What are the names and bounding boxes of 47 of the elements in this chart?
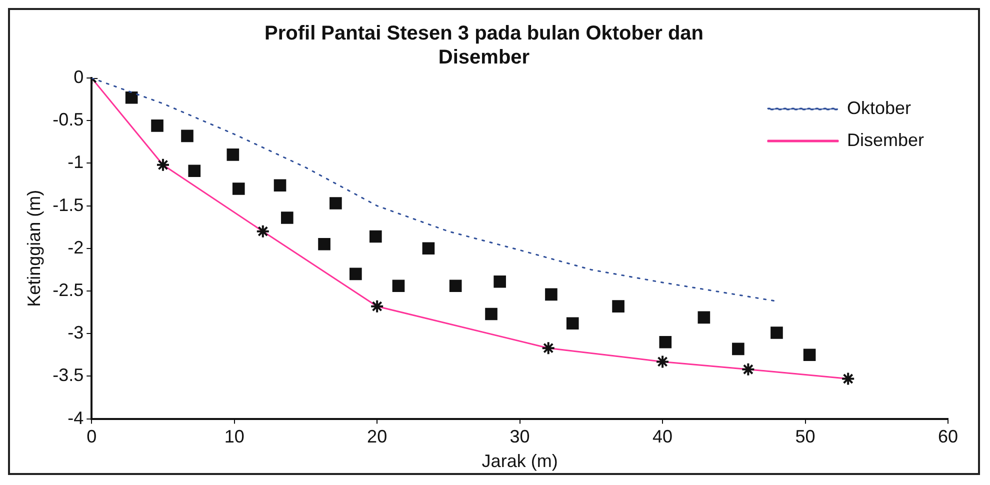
point [181, 130, 194, 142]
x-tick-label: 40 [652, 426, 673, 447]
y-tick-label: -2 [68, 237, 84, 258]
y-tick-label: 0 [74, 66, 84, 87]
x-axis-title: Jarak (m) [482, 451, 558, 472]
point [803, 348, 816, 362]
point [392, 280, 405, 292]
y-tick-label: -2.5 [52, 280, 84, 300]
point [449, 280, 462, 292]
point [369, 230, 382, 243]
point [422, 242, 435, 255]
x-tick-label: 20 [367, 426, 388, 447]
point [330, 197, 342, 210]
y-axis-title: Ketinggian (m) [24, 190, 44, 307]
point [281, 212, 294, 224]
point [232, 182, 245, 195]
x-tick-label: 50 [795, 426, 816, 447]
y-tick-label: -1 [68, 152, 84, 172]
x-tick-label: 60 [938, 426, 958, 447]
point [125, 91, 138, 104]
point [151, 120, 164, 132]
y-tick-label: -3 [68, 322, 84, 343]
point [770, 326, 783, 339]
legend-label: Oktober [846, 98, 912, 118]
point [485, 308, 498, 320]
legend-label: Disember [846, 130, 924, 150]
point [274, 179, 286, 192]
chart-title: Profil Pantai Stesen 3 pada bulan Oktober dan Disember [264, 22, 704, 69]
point [318, 238, 330, 250]
point [612, 300, 624, 312]
point [566, 317, 579, 330]
y-tick-label: -0.5 [52, 110, 84, 130]
point [545, 288, 558, 301]
point [226, 148, 240, 161]
point [659, 336, 672, 348]
x-tick-label: 0 [86, 426, 97, 447]
x-tick-label: 30 [510, 426, 530, 447]
y-tick-label: -1.5 [52, 194, 84, 215]
point [698, 311, 710, 324]
y-tick-label: -3.5 [52, 365, 84, 386]
point [350, 268, 362, 280]
x-tick-label: 10 [224, 426, 244, 447]
line-series [92, 78, 778, 302]
y-tick-label: -4 [68, 408, 84, 428]
point [494, 275, 506, 288]
point [732, 342, 744, 356]
point [188, 164, 201, 178]
